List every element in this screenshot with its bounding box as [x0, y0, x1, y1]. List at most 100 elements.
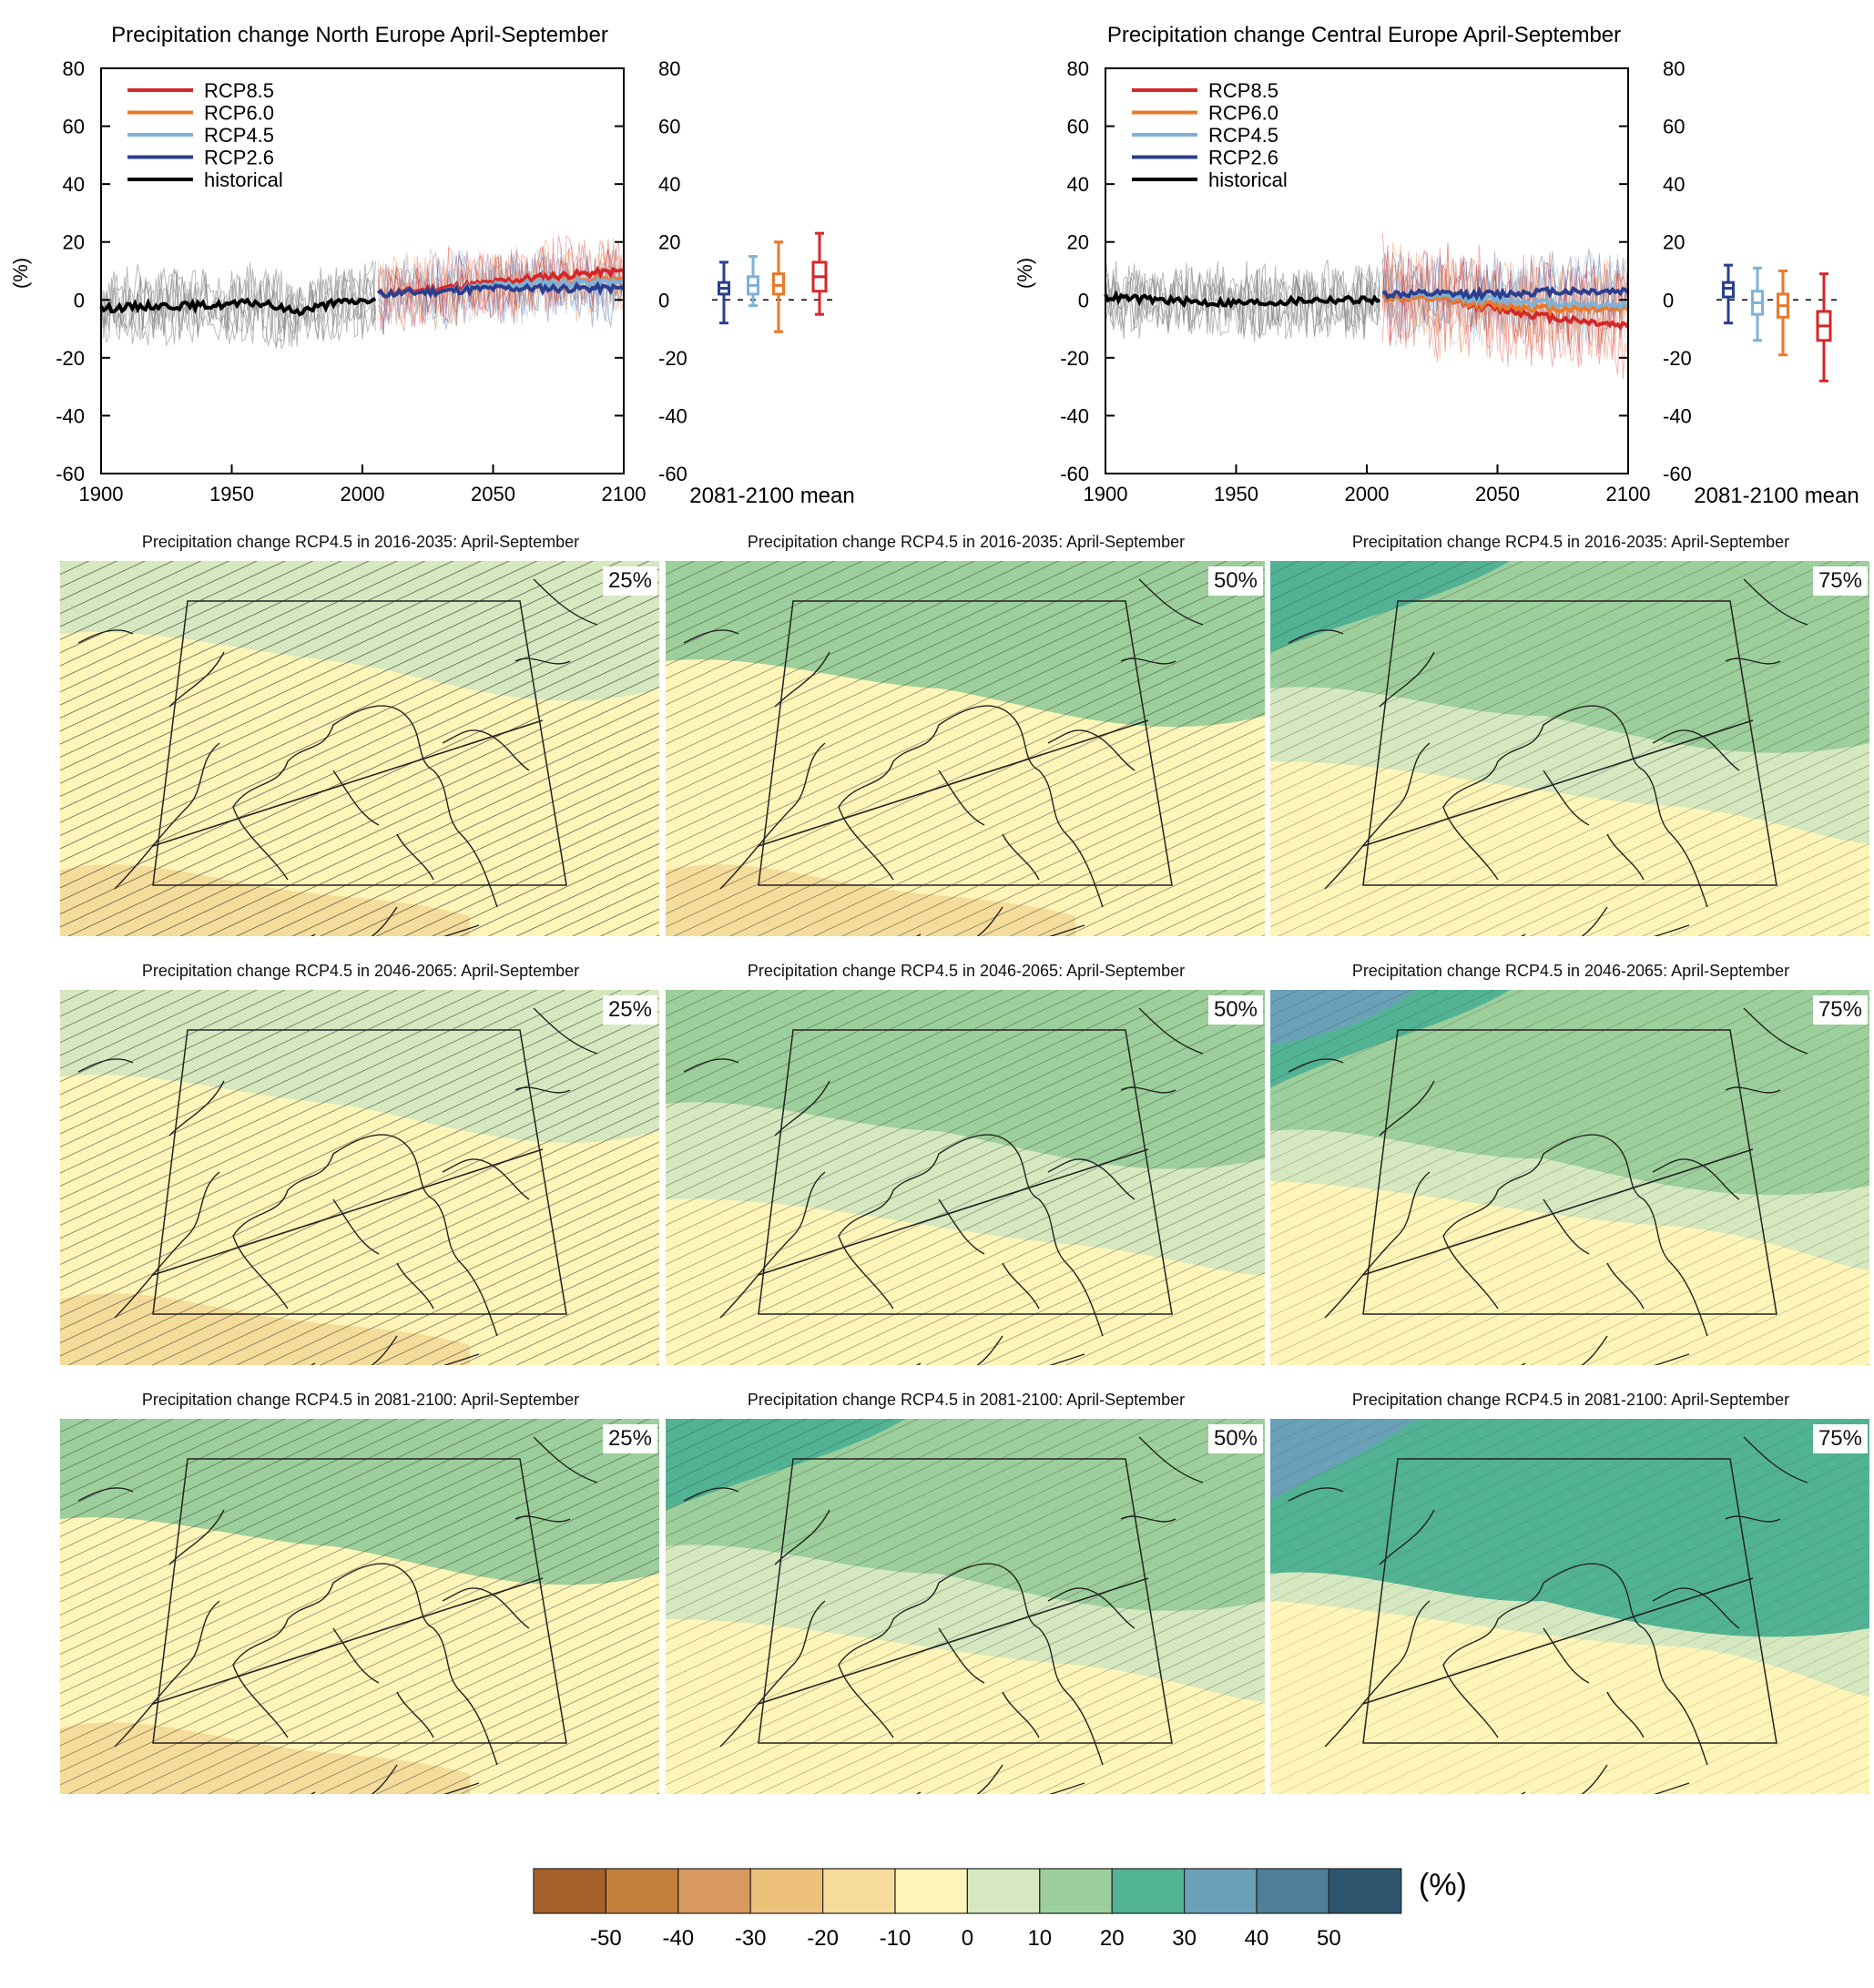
- y-tick-label: 80: [63, 57, 85, 80]
- ensemble-member-RCP8.5: [377, 240, 625, 331]
- region-divider: [758, 1148, 1149, 1276]
- region-outline: [758, 1029, 1173, 1315]
- ensemble-member-RCP2.6: [1381, 248, 1629, 336]
- y-tick-label: 40: [63, 173, 85, 196]
- coastline: [77, 578, 598, 936]
- coastline: [683, 1007, 1204, 1365]
- colorbar-cell: [1039, 1868, 1113, 1914]
- y-tick-label: 20: [1067, 231, 1089, 254]
- y-tick-label: 40: [1067, 173, 1089, 196]
- map-panel: Precipitation change RCP4.5 in 2016-2035…: [666, 532, 1267, 960]
- colorbar-tick-label: -50: [590, 1926, 622, 1951]
- colorbar-tick-label: 10: [1027, 1926, 1052, 1951]
- coastline: [77, 1436, 598, 1794]
- percentile-label: 75%: [1812, 1424, 1868, 1453]
- map-field-layer: [666, 561, 1265, 936]
- legend-label-RCP4.5: RCP4.5: [1208, 124, 1278, 147]
- boxplot-label: 2081-2100 mean: [689, 484, 854, 508]
- region-divider: [1362, 719, 1754, 847]
- colorbar-cell: [894, 1868, 969, 1914]
- y-tick-label: 0: [1663, 289, 1674, 311]
- percentile-label: 75%: [1812, 566, 1868, 596]
- region-divider: [1362, 1148, 1754, 1276]
- y-axis-label: (%): [1013, 258, 1036, 289]
- percentile-label: 25%: [602, 566, 657, 596]
- x-tick-label: 1950: [1214, 483, 1258, 505]
- colorbar-tick-label: -40: [662, 1926, 694, 1951]
- region-outline: [152, 600, 567, 886]
- y-tick-label: 80: [1067, 57, 1089, 80]
- region-outline: [758, 1458, 1173, 1744]
- hatching: [666, 990, 1265, 1365]
- ensemble-member-RCP6.0: [1381, 241, 1629, 360]
- y-tick-label: 40: [658, 173, 680, 196]
- chart-title: Precipitation change Central Europe Apri…: [1107, 23, 1621, 47]
- map-panel: Precipitation change RCP4.5 in 2081-2100…: [60, 1390, 661, 1818]
- hatching: [60, 561, 659, 936]
- x-tick-label: 2050: [1475, 483, 1520, 505]
- y-ticks-left: 80 60 40 20 0 -20 -40 -60: [1060, 57, 1115, 485]
- coastline: [77, 1007, 598, 1365]
- hatching: [1270, 1419, 1869, 1794]
- y-ticks-right: 80 60 40 20 0 -20 -40 -60: [1619, 57, 1692, 485]
- x-tick-label: 1950: [209, 483, 254, 505]
- legend-label-historical: historical: [1208, 168, 1288, 191]
- y-tick-label: -20: [1663, 347, 1692, 370]
- colorbar-tick-label: -30: [735, 1926, 767, 1951]
- map-panel: Precipitation change RCP4.5 in 2016-2035…: [1270, 532, 1871, 960]
- ensemble-member-historical: [1105, 260, 1380, 339]
- map-field-layer: [60, 1419, 659, 1794]
- map-panel: Precipitation change RCP4.5 in 2046-2065…: [60, 961, 661, 1389]
- y-tick-label: 0: [658, 289, 669, 311]
- colorbar-ticks: -50 -40 -30 -20 -10 0 10 20 30 40 50: [590, 1926, 1341, 1951]
- y-tick-label: 20: [1663, 231, 1685, 254]
- ensemble-spread: [100, 234, 625, 351]
- region-outline: [1362, 600, 1777, 886]
- y-tick-label: 20: [658, 231, 680, 254]
- y-tick-label: -20: [1060, 347, 1089, 370]
- ensemble-member-RCP8.5: [377, 234, 625, 331]
- map-panel: Precipitation change RCP4.5 in 2016-2035…: [60, 532, 661, 960]
- boxplot-box-RCP2.6: [1722, 280, 1735, 299]
- coastline: [683, 578, 1204, 936]
- x-tick-label: 2100: [602, 483, 647, 505]
- legend-label-RCP4.5: RCP4.5: [204, 124, 274, 147]
- boxplot-label: 2081-2100 mean: [1694, 484, 1859, 508]
- hatching: [60, 990, 659, 1365]
- y-tick-label: -60: [1663, 463, 1692, 485]
- region-divider: [152, 1577, 544, 1705]
- colorbar-unit: (%): [1419, 1868, 1467, 1902]
- map-field: [60, 561, 659, 936]
- legend-label-RCP2.6: RCP2.6: [1208, 147, 1278, 169]
- ensemble-member-RCP4.5: [1381, 251, 1629, 354]
- ensemble-member-RCP2.6: [1381, 251, 1629, 333]
- percentile-label: 50%: [1207, 1424, 1263, 1453]
- map-field: [1270, 561, 1869, 936]
- y-tick-label: -60: [658, 463, 687, 485]
- percentile-label: 25%: [602, 995, 657, 1025]
- chart-title: Precipitation change North Europe April-…: [111, 23, 608, 47]
- colorbar-tick-label: 0: [962, 1926, 973, 1951]
- region-outline: [152, 1029, 567, 1315]
- legend-label-RCP2.6: RCP2.6: [204, 147, 274, 169]
- legend-label-RCP8.5: RCP8.5: [204, 79, 274, 102]
- map-field-layer: [60, 990, 659, 1365]
- map-title: Precipitation change RCP4.5 in 2046-2065…: [141, 962, 580, 980]
- map-title: Precipitation change RCP4.5 in 2016-2035…: [747, 533, 1186, 551]
- map-field-layer: [1270, 561, 1869, 936]
- mean-line-historical: [99, 297, 376, 317]
- map-title: Precipitation change RCP4.5 in 2081-2100…: [141, 1391, 580, 1409]
- mean-line-RCP2.6: [377, 280, 625, 299]
- map-title: Precipitation change RCP4.5 in 2046-2065…: [747, 962, 1186, 980]
- mean-line-RCP2.6: [1381, 285, 1630, 302]
- coastline: [1288, 1436, 1808, 1794]
- ensemble-member-RCP4.5: [1381, 252, 1629, 346]
- percentile-label: 75%: [1812, 995, 1868, 1025]
- hatching: [666, 561, 1265, 936]
- region-outline: [152, 1458, 567, 1744]
- hatching: [1270, 990, 1869, 1365]
- mean-lines: [99, 265, 625, 317]
- colorbar-cell: [677, 1868, 751, 1914]
